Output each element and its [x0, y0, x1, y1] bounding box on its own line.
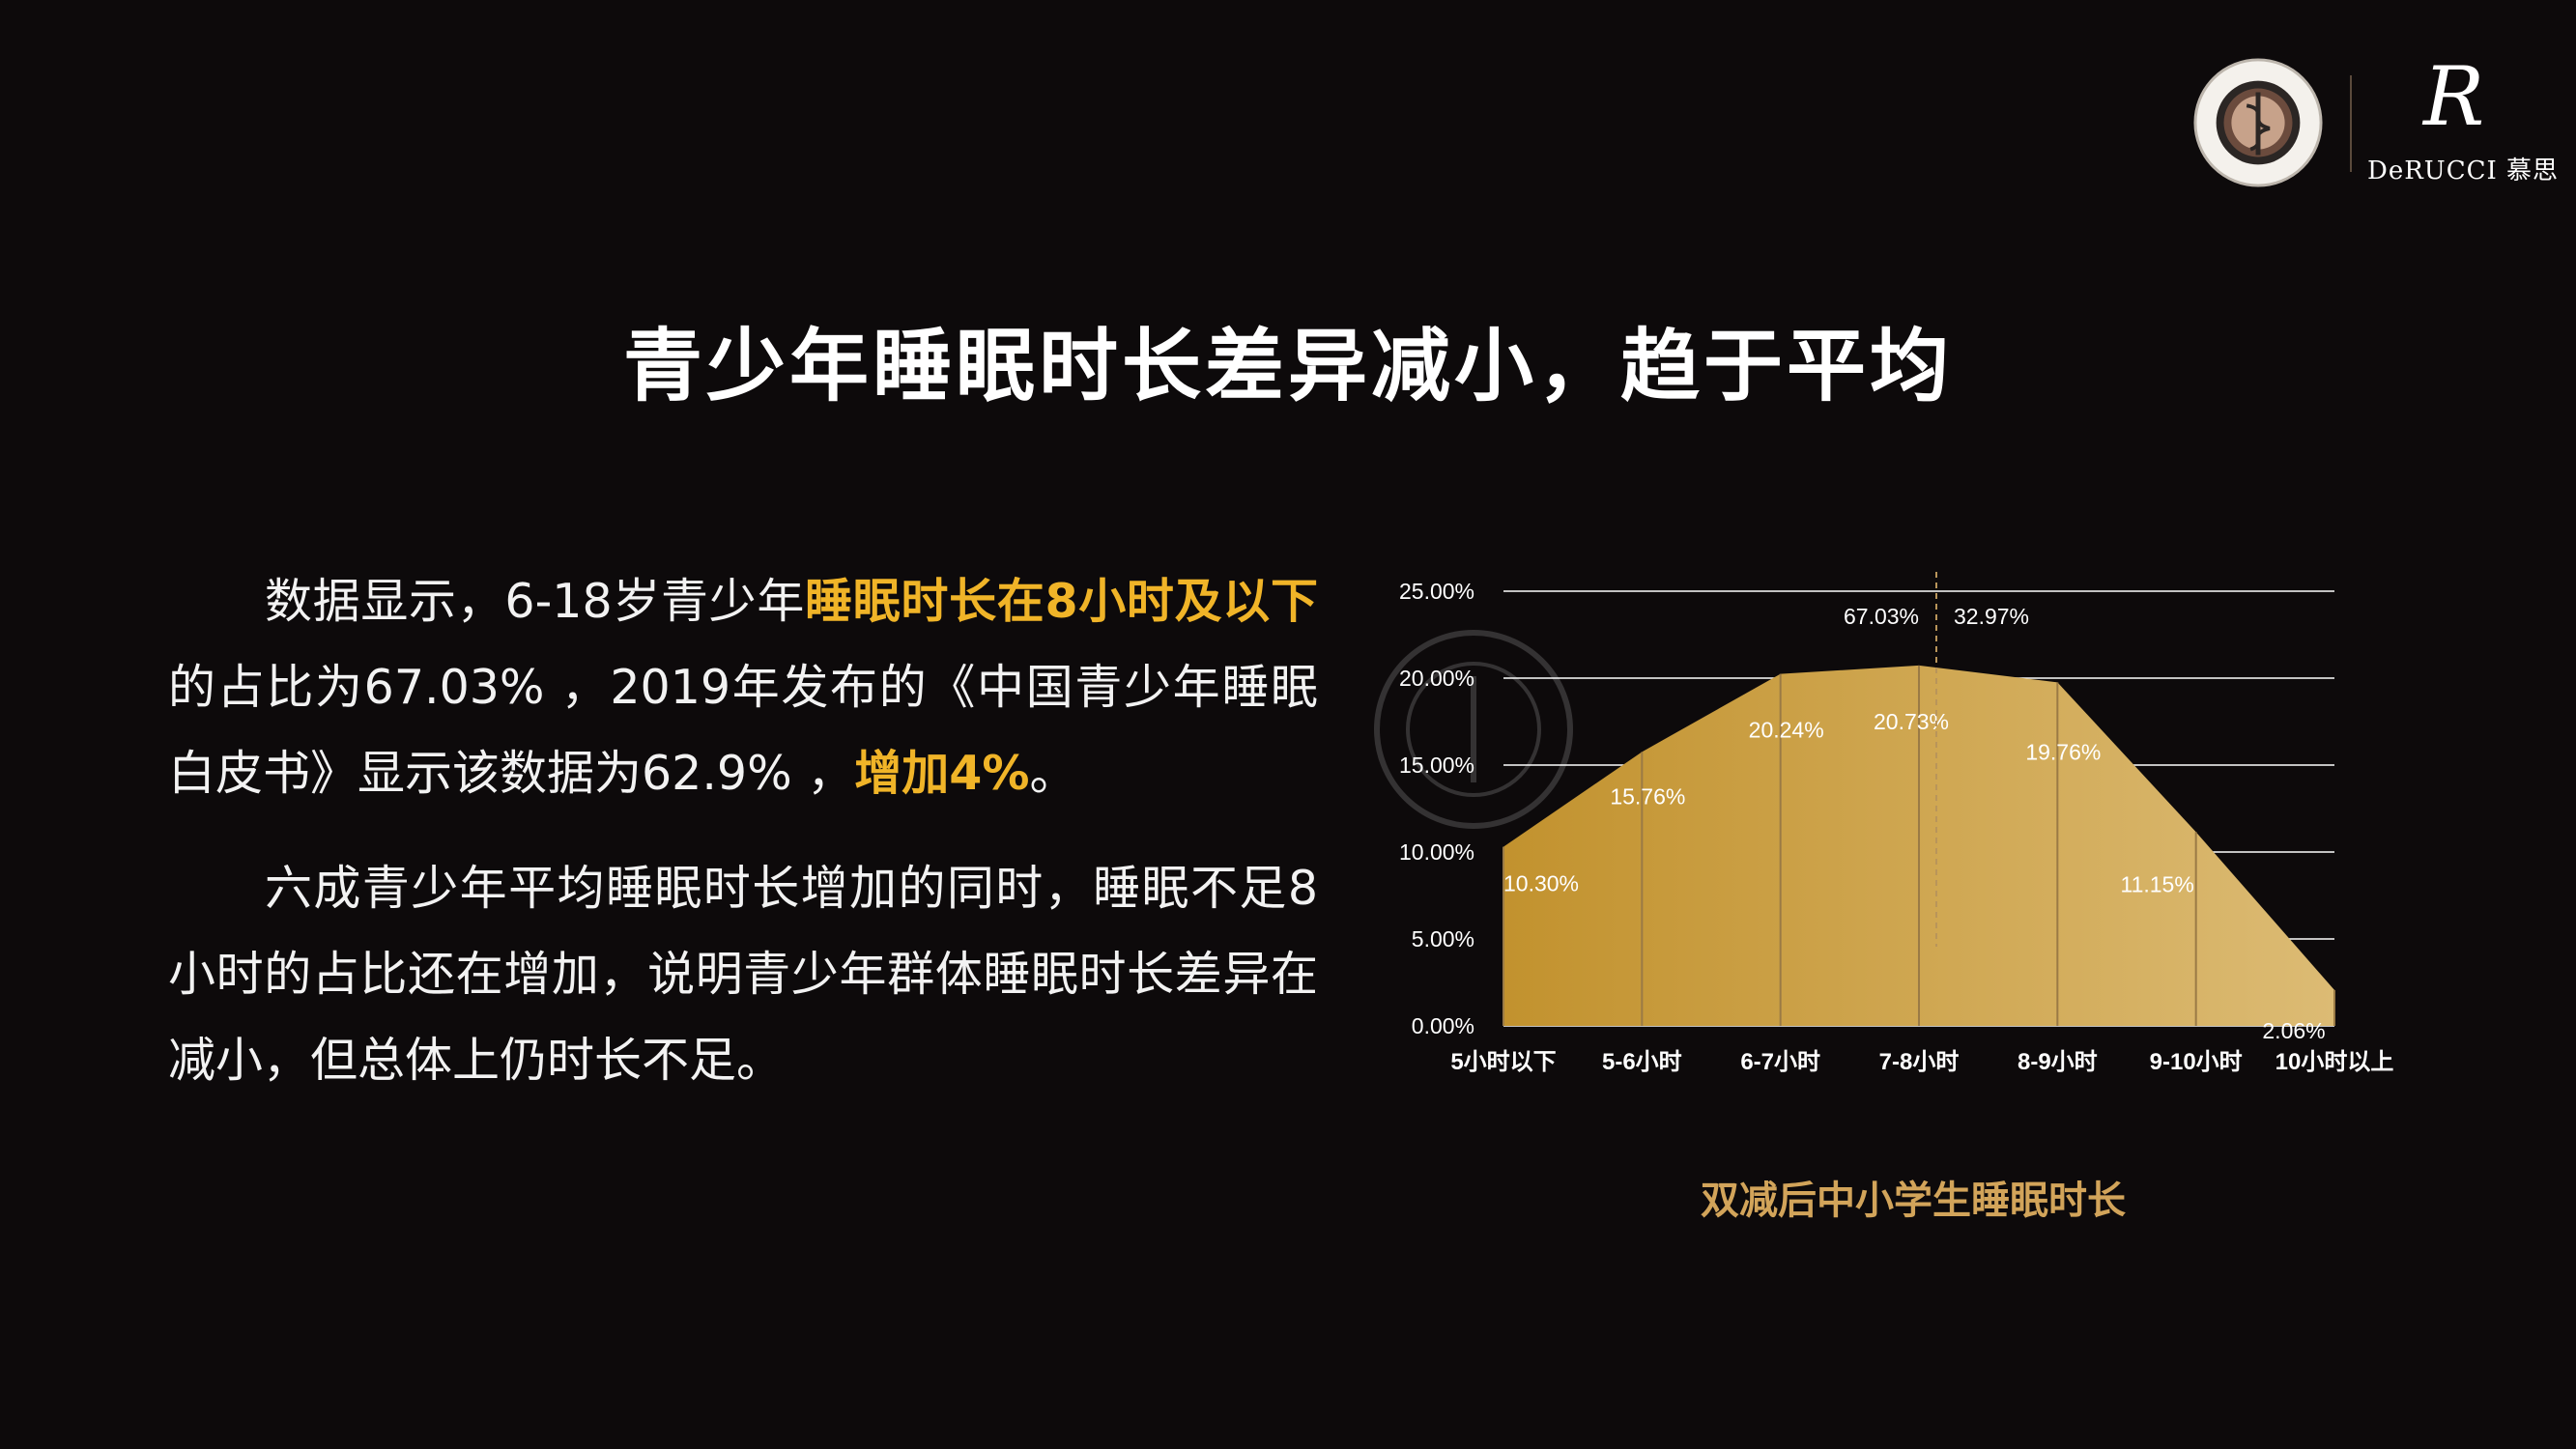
- highlight-increase: 增加4%: [854, 746, 1030, 801]
- y-tick-label: 15.00%: [1399, 753, 1474, 778]
- body-text: 数据显示，6-18岁青少年睡眠时长在8小时及以下的占比为67.03% ，2019…: [168, 558, 1318, 1103]
- data-label: 19.76%: [2025, 739, 2101, 764]
- split-right-label: 32.97%: [1954, 604, 2029, 629]
- x-tick-label: 5小时以下: [1450, 1049, 1556, 1075]
- data-label: 15.76%: [1610, 783, 1685, 809]
- paragraph-2: 六成青少年平均睡眠时长增加的同时，睡眠不足8小时的占比还在增加，说明青少年群体睡…: [168, 861, 1318, 1088]
- data-label: 20.73%: [1874, 709, 1949, 734]
- data-label: 11.15%: [2121, 871, 2194, 896]
- x-tick-label: 8-9小时: [2018, 1049, 2098, 1075]
- paragraph-1: 数据显示，6-18岁青少年睡眠时长在8小时及以下的占比为67.03% ，2019…: [168, 558, 1318, 816]
- paragraph-1-text-a: 数据显示，6-18岁青少年: [265, 574, 806, 629]
- area-chart: 0.00% 5.00% 10.00% 15.00% 20.00% 25.00% 10.30…: [1399, 572, 2394, 1075]
- split-left-label: 67.03%: [1844, 604, 1919, 629]
- paragraph-1-text-e: 。: [1029, 746, 1077, 801]
- logo-area: R DeRUCCI 慕思: [2184, 48, 2561, 203]
- x-tick-label: 5-6小时: [1602, 1049, 1682, 1075]
- y-tick-label: 20.00%: [1399, 666, 1474, 691]
- chart-title: 双减后中小学生睡眠时长: [1701, 1179, 2126, 1223]
- society-seal-icon: [2193, 58, 2323, 187]
- x-tick-label: 9-10小时: [2150, 1049, 2243, 1075]
- highlight-sleep-duration: 睡眠时长在8小时及以下: [805, 574, 1318, 629]
- data-label: 10.30%: [1503, 871, 1579, 896]
- chart: 0.00% 5.00% 10.00% 15.00% 20.00% 25.00% 10.30…: [1372, 551, 2435, 1227]
- brand-name: DeRUCCI 慕思: [2367, 156, 2560, 185]
- y-tick-label: 5.00%: [1412, 926, 1474, 952]
- brand-mark: R: [2423, 49, 2485, 144]
- y-tick-label: 0.00%: [1412, 1013, 1474, 1038]
- data-label: 20.24%: [1749, 718, 1824, 743]
- x-tick-label: 6-7小时: [1740, 1049, 1820, 1075]
- data-label: 2.06%: [2262, 1018, 2325, 1043]
- page-title: 青少年睡眠时长差异减小，趋于平均: [622, 321, 1953, 412]
- y-tick-label: 10.00%: [1399, 839, 1474, 865]
- paragraph-1-text-c: 的占比为67.03% ，2019年发布的《中国青少年睡眠白皮书》显示该数据为62…: [168, 660, 1318, 801]
- logo-divider: [2350, 75, 2352, 172]
- x-tick-label: 10小时以上: [2275, 1049, 2394, 1075]
- y-tick-label: 25.00%: [1399, 579, 1474, 604]
- x-tick-label: 7-8小时: [1879, 1049, 1960, 1075]
